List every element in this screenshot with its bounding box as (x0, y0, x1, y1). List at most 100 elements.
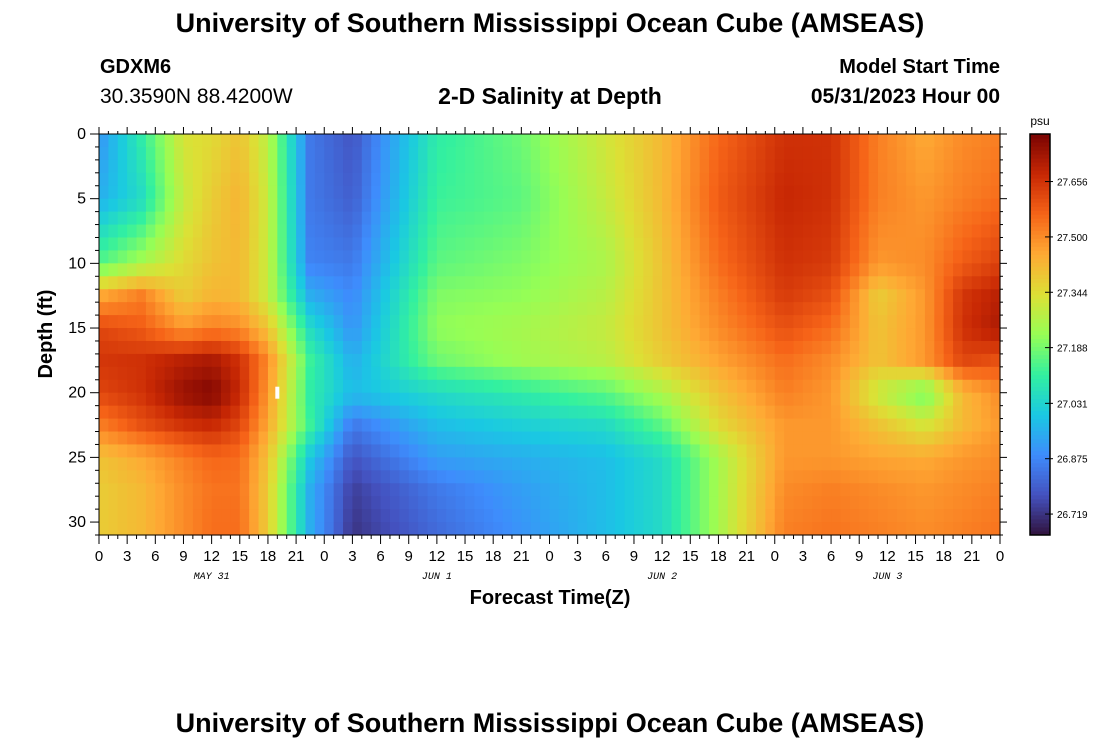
heatmap-cell (784, 431, 795, 446)
heatmap-cell (671, 172, 682, 187)
heatmap-cell (117, 263, 128, 277)
heatmap-cell (530, 276, 541, 290)
heatmap-cell (239, 328, 250, 342)
heatmap-cell (221, 353, 231, 368)
heatmap-cell (192, 431, 203, 446)
heatmap-cell (493, 302, 504, 316)
heatmap-cell (981, 159, 992, 174)
heatmap-cell (324, 392, 335, 407)
heatmap-cell (680, 146, 691, 161)
heatmap-cell (511, 289, 522, 303)
heatmap-cell (483, 289, 494, 303)
heatmap-cell (108, 379, 119, 394)
heatmap-cell (465, 198, 476, 213)
heatmap-cell (896, 315, 907, 329)
x-tick-label: 18 (710, 548, 727, 565)
heatmap-cell (718, 302, 729, 316)
heatmap-cell (605, 134, 616, 148)
heatmap-cell (446, 146, 457, 161)
heatmap-cell (136, 353, 147, 368)
heatmap-cell (840, 198, 851, 213)
heatmap-cell (239, 302, 250, 316)
heatmap-cell (267, 483, 278, 497)
heatmap-cell (793, 172, 804, 187)
heatmap-cell (990, 366, 1001, 381)
heatmap-cell (483, 340, 494, 355)
heatmap-cell (709, 328, 720, 342)
heatmap-cell (267, 302, 278, 316)
heatmap-cell (821, 302, 832, 316)
heatmap-cell (408, 302, 419, 316)
heatmap-cell (127, 431, 138, 446)
heatmap-cell (877, 457, 888, 471)
heatmap-cell (596, 366, 607, 381)
heatmap-cell (727, 496, 738, 510)
heatmap-cell (558, 496, 569, 510)
heatmap-cell (314, 444, 325, 458)
heatmap-cell (286, 496, 297, 510)
heatmap-cell (202, 405, 213, 420)
x-tick-label: 15 (457, 548, 474, 565)
heatmap-cell (971, 250, 982, 264)
heatmap-cell (333, 522, 344, 536)
heatmap-cell (587, 522, 598, 536)
heatmap-cell (333, 509, 344, 523)
heatmap-cell (230, 263, 241, 277)
heatmap-cell (174, 444, 185, 458)
heatmap-cell (633, 302, 644, 316)
heatmap-cell (774, 405, 785, 420)
heatmap-cell (699, 250, 710, 264)
heatmap-cell (765, 237, 776, 252)
heatmap-cell (521, 146, 532, 161)
heatmap-cell (192, 353, 203, 368)
heatmap-cell (155, 211, 166, 226)
heatmap-cell (267, 379, 278, 394)
heatmap-cell (568, 509, 579, 523)
heatmap-cell (521, 211, 532, 226)
heatmap-cell (136, 509, 147, 523)
heatmap-cell (615, 276, 626, 290)
heatmap-cell (230, 353, 241, 368)
heatmap-cell (887, 302, 898, 316)
colorbar-segment (1030, 254, 1050, 259)
heatmap-cell (849, 263, 860, 277)
heatmap-cell (605, 159, 616, 174)
heatmap-cell (737, 224, 748, 239)
heatmap-cell (221, 263, 231, 277)
heatmap-cell (821, 457, 832, 471)
heatmap-cell (465, 431, 476, 446)
heatmap-cell (558, 392, 569, 407)
heatmap-cell (267, 496, 278, 510)
heatmap-cell (615, 185, 626, 200)
heatmap-cell (953, 289, 964, 303)
heatmap-cell (333, 457, 344, 471)
heatmap-cell (408, 328, 419, 342)
heatmap-cell (324, 340, 335, 355)
colorbar-segment (1030, 386, 1050, 392)
heatmap-cell (117, 353, 128, 368)
colorbar-segment (1030, 286, 1050, 291)
heatmap-cell (258, 224, 269, 239)
heatmap-cell (117, 250, 128, 264)
heatmap-cell (249, 146, 260, 161)
heatmap-cell (239, 263, 250, 277)
heatmap-cell (361, 159, 372, 174)
heatmap-cell (906, 483, 917, 497)
heatmap-cell (896, 444, 907, 458)
heatmap-cell (568, 470, 579, 484)
heatmap-cell (202, 353, 213, 368)
heatmap-cell (877, 496, 888, 510)
heatmap-cell (605, 237, 616, 252)
heatmap-cell (643, 237, 654, 252)
heatmap-cell (174, 379, 185, 394)
heatmap-cell (474, 328, 485, 342)
heatmap-cell (446, 224, 457, 239)
heatmap-cell (915, 172, 926, 187)
heatmap-cell (971, 263, 982, 277)
heatmap-cell (221, 418, 231, 433)
colorbar-segment (1030, 406, 1050, 412)
heatmap-cell (230, 134, 241, 148)
heatmap-cell (511, 366, 522, 381)
colorbar-tick-label: 26.875 (1057, 455, 1088, 466)
heatmap-cell (389, 146, 400, 161)
